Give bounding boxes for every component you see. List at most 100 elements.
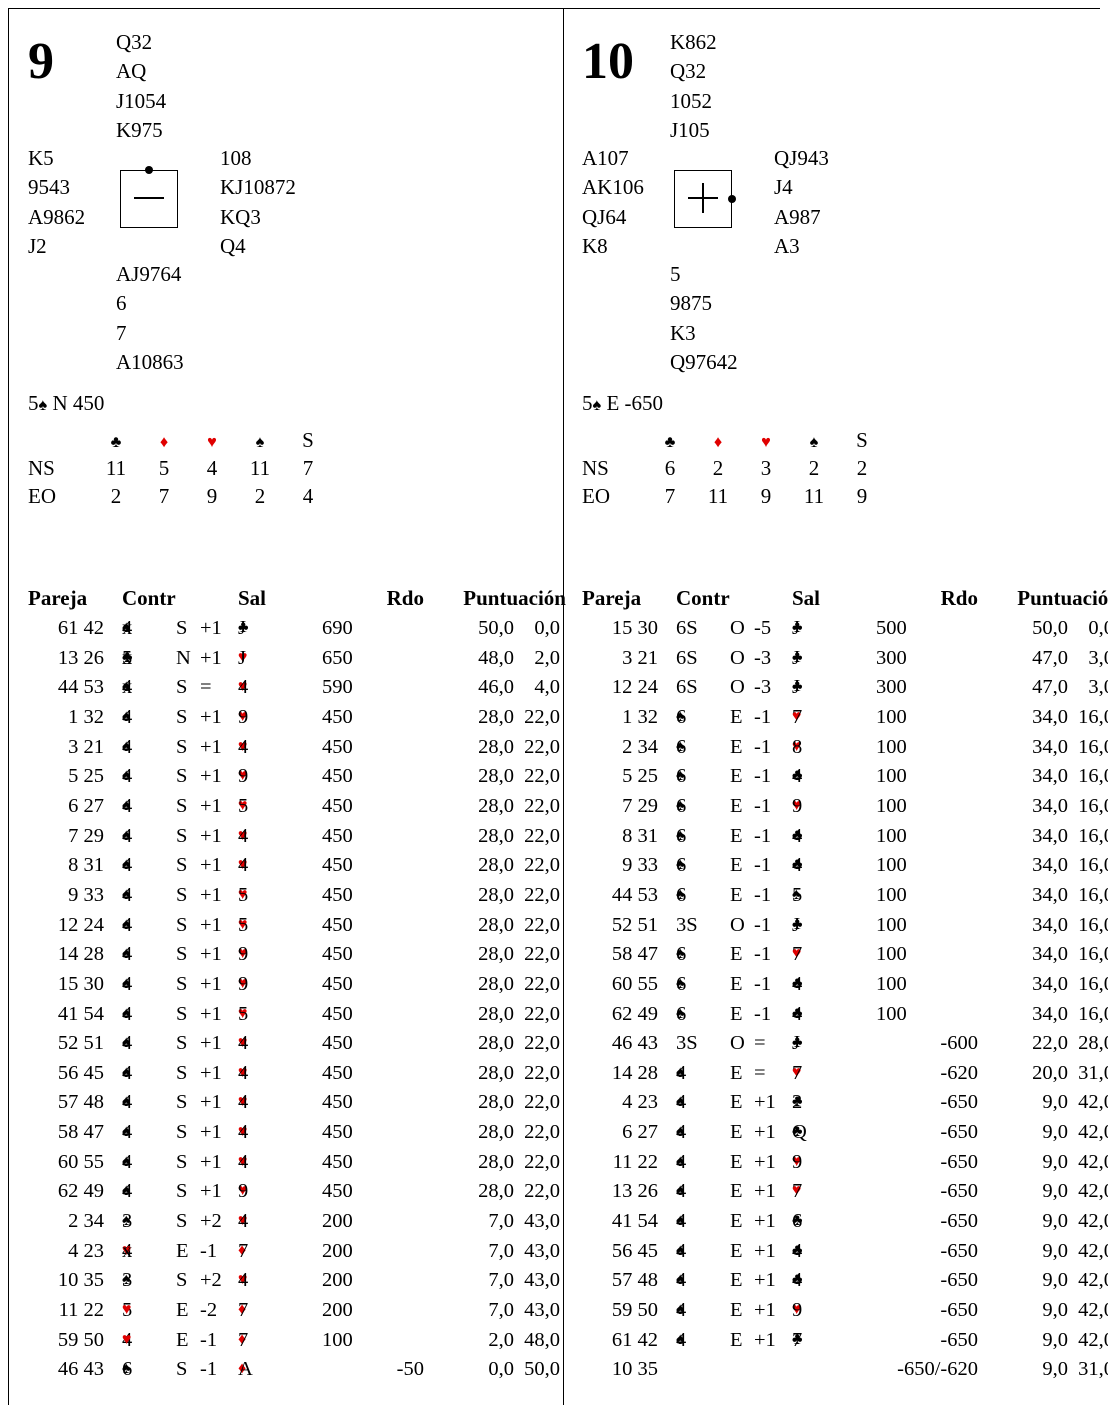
heart-icon: ♥ <box>238 648 248 666</box>
score-ew: 42,0 <box>1078 1239 1108 1262</box>
spade-icon: ♠ <box>122 1182 131 1200</box>
result-ns: 450 <box>322 1180 353 1203</box>
hand-suit-holding: A3 <box>774 233 800 258</box>
club-icon: ♣ <box>792 1034 803 1052</box>
club-icon: ♣ <box>792 1212 803 1229</box>
table-row: 6 27 4 ♠ S +1 ♥ 5 450 28,0 22,0 <box>24 791 572 821</box>
hand-suit-holding: J4 <box>774 175 793 200</box>
spade-icon: ♠ <box>122 1360 131 1378</box>
contract-level: 4 <box>676 1150 687 1173</box>
spade-icon: ♠ <box>676 856 685 874</box>
table-row: 10 35 3 ♠ S +2 ♥ 4 200 7,0 43,0 <box>24 1265 572 1295</box>
lead-card-rank: 4 <box>792 1002 803 1025</box>
par-contract: 5♠ N 450 <box>28 391 104 416</box>
vuln-vertical-line <box>702 183 704 213</box>
table-row: 60 55 4 ♠ S +1 ♥ 4 450 28,0 22,0 <box>24 1147 572 1177</box>
contract-level: 4 <box>122 1091 133 1114</box>
tricks-result: -1 <box>754 972 772 995</box>
result-ew: -650 <box>940 1239 978 1262</box>
lead-card-rank: 4 <box>238 854 249 877</box>
hand-suit-holding: 6 <box>116 291 127 316</box>
tricks-result: -1 <box>754 943 772 966</box>
spade-icon: ♠ <box>122 1123 131 1140</box>
pair-numbers: 44 53 <box>57 676 104 699</box>
heart-icon: ♥ <box>238 1123 248 1140</box>
dd-trick-count: 2 <box>808 455 820 480</box>
lead-card-rank: 7 <box>792 1061 803 1084</box>
heart-icon: ♥ <box>792 737 802 755</box>
contract-level: 4 <box>676 1121 687 1143</box>
tricks-result: +1 <box>754 1328 776 1351</box>
score-ew: 16,0 <box>1078 943 1108 966</box>
club-icon: ♣ <box>792 1123 803 1140</box>
dealer-dot-east <box>728 195 736 203</box>
score-ns: 34,0 <box>1032 883 1068 906</box>
contract-level: 4 <box>122 1328 133 1351</box>
spade-icon: ♠ <box>122 708 131 725</box>
score-ew: 22,0 <box>524 735 560 758</box>
table-row: 13 26 5 ♣ x N +1 ♥ J 650 48,0 2,0 <box>24 643 572 673</box>
score-ns: 34,0 <box>1032 972 1068 995</box>
spade-icon: ♠ <box>255 431 265 451</box>
tricks-result: -1 <box>754 735 772 758</box>
result-ew: -650 <box>940 1269 978 1292</box>
lead-card-rank: 4 <box>238 1210 249 1232</box>
score-ns: 34,0 <box>1032 735 1068 758</box>
score-ns: 28,0 <box>478 706 514 728</box>
lead-card-rank: J <box>238 646 246 669</box>
spade-icon: ♠ <box>122 826 131 844</box>
result-ns: 200 <box>322 1298 353 1321</box>
score-ew: 16,0 <box>1078 913 1108 936</box>
result-ns: 100 <box>876 972 907 995</box>
score-ns: 50,0 <box>478 617 514 639</box>
spade-icon: ♠ <box>38 395 48 414</box>
score-ns: 9,0 <box>1042 1121 1068 1143</box>
contract-level: 4 <box>676 1328 687 1351</box>
heart-icon: ♥ <box>792 708 802 725</box>
contract-level: 4 <box>122 1032 133 1055</box>
spade-icon: ♠ <box>676 1212 685 1229</box>
dd-trick-count: 11 <box>707 483 729 508</box>
score-ew: 3,0 <box>1088 646 1108 669</box>
south-hand: AJ9764 6 7 A10863 <box>116 260 184 377</box>
result-ns: 100 <box>876 765 907 788</box>
hand-suit-holding: QJ64 <box>582 204 627 229</box>
tricks-result: +1 <box>200 913 222 936</box>
score-ew: 31,0 <box>1078 1061 1108 1084</box>
dd-trick-count: 4 <box>206 455 218 480</box>
declarer: E <box>730 1298 743 1321</box>
declarer: E <box>730 1328 743 1351</box>
club-icon: ♣ <box>792 1271 803 1289</box>
hand-suit-holding: K8 <box>582 233 608 258</box>
diamond-icon: ♦ <box>238 1300 247 1318</box>
hand-suit-holding: Q97642 <box>670 349 738 374</box>
score-ns: 48,0 <box>478 646 514 669</box>
pair-numbers: 9 33 <box>68 883 104 906</box>
lead-card-rank: 7 <box>238 1239 249 1262</box>
hand-suit-holding: A987 <box>774 204 821 229</box>
lead-card-rank: J <box>792 646 800 669</box>
club-icon: ♣ <box>792 619 803 636</box>
declarer: S <box>176 824 188 847</box>
lead-card-rank: 7 <box>792 943 803 966</box>
table-row: 13 26 4♠ E +1 ♥7 -650 9,0 42,0 <box>578 1176 1108 1206</box>
double-dummy-table: ♣ ♦ ♥ ♠ S NS 11 5 4 11 7 EO 2 7 9 2 4 <box>28 426 332 510</box>
result-ns: 200 <box>322 1239 353 1262</box>
score-ns: 7,0 <box>488 1239 514 1262</box>
table-row: 14 28 4♠ E = ♥7 -620 20,0 31,0 <box>578 1058 1108 1088</box>
heart-icon: ♥ <box>238 678 248 696</box>
pair-numbers: 62 49 <box>611 1002 658 1025</box>
dd-header: ♣ <box>92 426 140 454</box>
declarer: E <box>730 1210 743 1232</box>
score-ns: 28,0 <box>478 854 514 877</box>
pair-numbers: 61 42 <box>57 617 104 639</box>
score-ew: 4,0 <box>534 676 560 699</box>
dd-row: EO 7 11 9 11 9 <box>582 482 886 510</box>
declarer: S <box>176 617 188 639</box>
lead-card-rank: 5 <box>792 883 803 906</box>
declarer: S <box>176 1358 188 1381</box>
dd-trick-count: 11 <box>803 483 825 508</box>
table-row: 61 42 4♠ E +1 ♣7 -650 9,0 42,0 <box>578 1325 1108 1355</box>
tricks-result: +1 <box>200 646 222 669</box>
result-ns: 450 <box>322 706 353 728</box>
